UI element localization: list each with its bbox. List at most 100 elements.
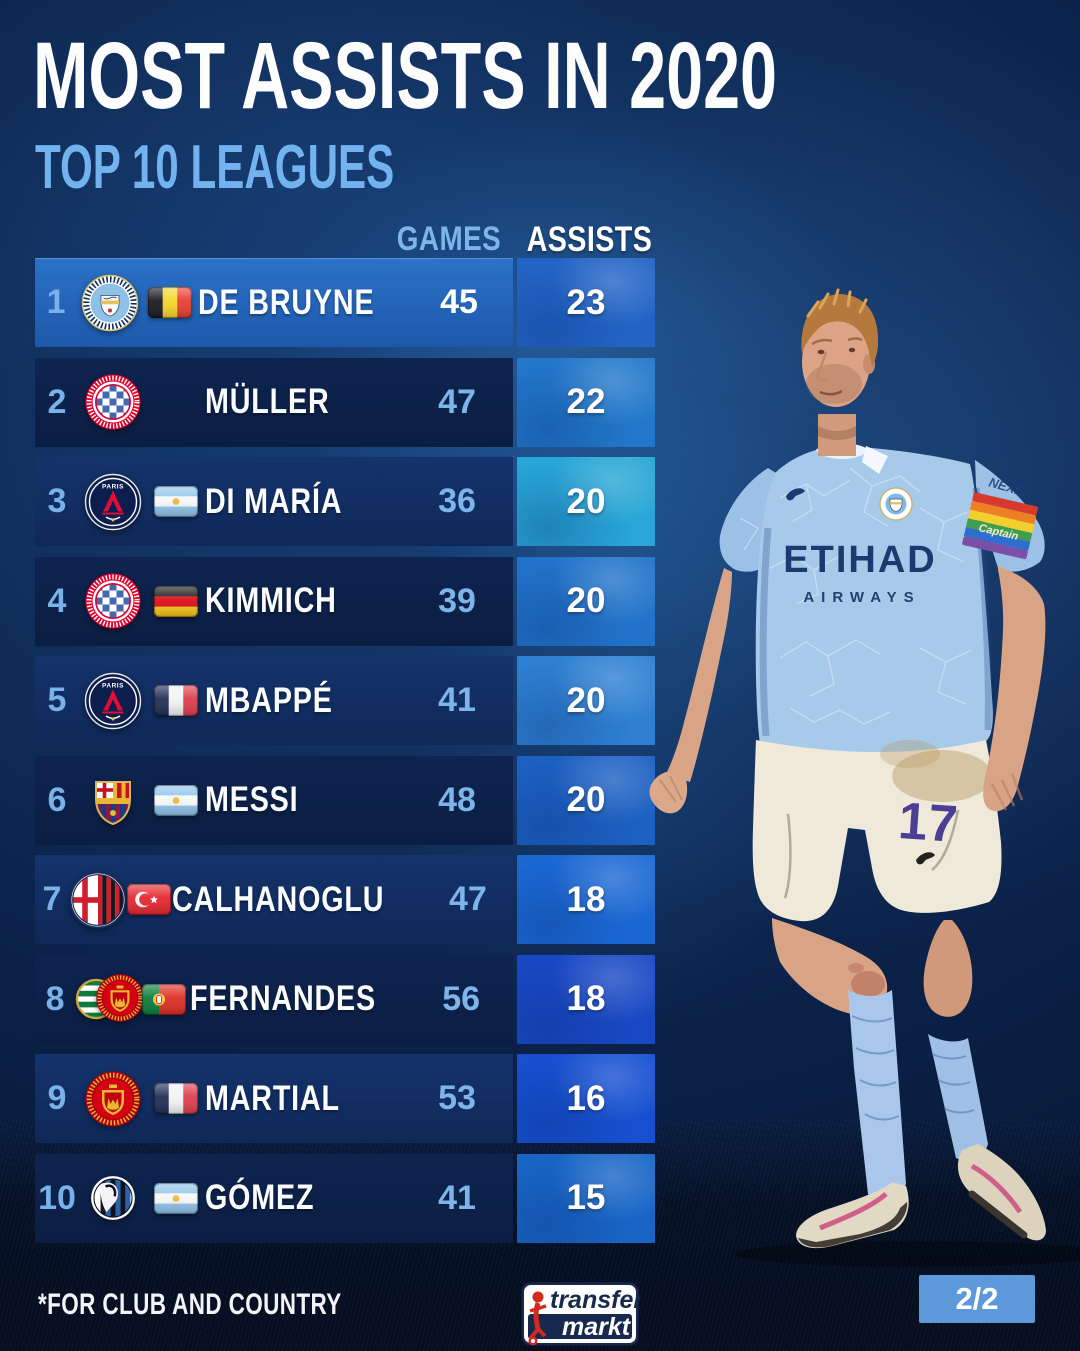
barcelona-badge-icon xyxy=(84,771,142,829)
player-photo-illustration: ETIHAD AIRWAYS NEXEN Captain xyxy=(649,288,1080,1267)
brand-bottom-text: markt xyxy=(562,1313,632,1341)
assists-value: 16 xyxy=(566,1078,606,1118)
club-badges xyxy=(79,1166,147,1230)
table-row: 2 MÜLLER 47 22 xyxy=(35,357,655,447)
rank-cell: 1 xyxy=(46,283,66,321)
shirt-sponsor-text: ETIHAD xyxy=(783,539,936,581)
page-subtitle: TOP 10 LEAGUES xyxy=(35,133,395,202)
assists-cell: 16 xyxy=(517,1054,655,1143)
table-row: 3 PARIS DI MARÍA 36 20 xyxy=(35,457,655,546)
flag-portugal-icon xyxy=(137,983,190,1015)
assists-value: 20 xyxy=(566,581,606,620)
assists-cell: 18 xyxy=(517,855,655,944)
games-value: 41 xyxy=(438,1178,476,1217)
table-row: 4 KIMMICH 39 20 xyxy=(35,556,655,646)
flag-germany-icon xyxy=(147,585,205,617)
short-number: 17 xyxy=(896,792,960,854)
table-row: 1 DE BRUYNE 45 23 xyxy=(35,258,655,347)
games-value: 53 xyxy=(438,1079,476,1117)
rainbow-captain-armband: Captain xyxy=(962,492,1038,560)
brand-top-text: transfer xyxy=(550,1286,640,1314)
assists-cell: 20 xyxy=(517,656,655,745)
assists-value: 20 xyxy=(566,780,606,819)
column-header-assists: ASSISTS xyxy=(526,220,653,259)
row-main-panel: 7 CALHANOGLU 47 xyxy=(35,855,513,944)
assists-cell: 20 xyxy=(517,457,655,546)
player-name: FERNANDES xyxy=(190,979,377,1018)
bayern-munich-badge-icon xyxy=(84,373,142,431)
flag-turkey-icon xyxy=(127,884,172,915)
club-badges xyxy=(79,569,147,633)
games-value: 41 xyxy=(438,681,476,719)
psg-badge-icon: PARIS xyxy=(84,672,142,730)
shirt-sponsor-subtext: AIRWAYS xyxy=(803,589,920,606)
assists-cell: 22 xyxy=(517,357,655,447)
table-row: 10 GÓMEZ 41 15 xyxy=(35,1153,655,1243)
page-title: MOST ASSISTS IN 2020 xyxy=(33,23,778,129)
assists-value: 22 xyxy=(566,382,606,421)
assists-cell: 18 xyxy=(517,954,655,1044)
assists-cell: 20 xyxy=(517,755,655,845)
flag-argentina-icon xyxy=(147,486,205,517)
player-name: MBAPPÉ xyxy=(205,680,333,720)
table-row: 6 MESSI 48 20 xyxy=(35,755,655,845)
table-row: 5 PARIS MBAPPÉ 41 20 xyxy=(35,656,655,745)
rank-cell: 10 xyxy=(38,1178,76,1217)
games-value: 36 xyxy=(438,482,476,520)
ac-milan-badge-icon xyxy=(69,871,127,929)
rank-cell: 9 xyxy=(47,1079,67,1117)
rank-cell: 5 xyxy=(47,681,67,719)
svg-text:PARIS: PARIS xyxy=(102,483,124,490)
svg-text:PARIS: PARIS xyxy=(102,682,124,689)
games-value: 47 xyxy=(448,880,487,918)
footnote-text: *FOR CLUB AND COUNTRY xyxy=(38,1288,342,1321)
club-badges xyxy=(75,967,144,1031)
flag-belgium-icon xyxy=(142,287,198,318)
games-value: 48 xyxy=(438,780,476,819)
rank-cell: 2 xyxy=(47,382,67,421)
row-main-panel: 6 MESSI 48 xyxy=(35,755,513,845)
row-main-panel: 2 MÜLLER 47 xyxy=(35,357,513,447)
assists-cell: 15 xyxy=(517,1153,655,1243)
atalanta-badge-icon xyxy=(89,1174,137,1222)
column-header-games: GAMES xyxy=(396,220,502,258)
games-value: 39 xyxy=(438,581,476,620)
assists-table: 1 DE BRUYNE 45 23 2 MÜLLER 47 22 3 PARIS DI MA… xyxy=(35,258,655,1253)
table-row: 7 CALHANOGLU 47 18 xyxy=(35,855,655,944)
player-name: MARTIAL xyxy=(205,1078,340,1118)
transfermarkt-logo: transfer markt xyxy=(521,1282,640,1346)
player-name: CALHANOGLU xyxy=(171,879,385,919)
rank-cell: 8 xyxy=(45,979,65,1018)
assists-value: 23 xyxy=(566,282,606,322)
rank-cell: 7 xyxy=(42,880,62,918)
club-badges xyxy=(79,1067,147,1131)
player-name: DI MARÍA xyxy=(205,481,343,521)
table-row: 8 FERNANDES 56 18 xyxy=(35,954,655,1044)
flag-france-icon xyxy=(147,685,205,716)
rank-cell: 4 xyxy=(47,581,67,620)
games-value: 47 xyxy=(438,382,476,421)
table-row: 9 MARTIAL 53 16 xyxy=(35,1054,655,1143)
club-badges xyxy=(79,768,147,832)
flag-argentina-icon xyxy=(147,784,205,816)
games-value: 56 xyxy=(442,979,481,1018)
manchester-united-badge-icon xyxy=(84,1070,142,1128)
club-badges xyxy=(69,868,127,932)
player-name: MESSI xyxy=(205,780,299,819)
assists-value: 18 xyxy=(566,879,606,919)
row-main-panel: 8 FERNANDES 56 xyxy=(35,954,513,1044)
flag-france-icon xyxy=(147,1083,205,1114)
club-badges: PARIS xyxy=(79,669,147,733)
row-main-panel: 3 PARIS DI MARÍA 36 xyxy=(35,457,513,546)
player-name: MÜLLER xyxy=(205,382,330,421)
bayern-munich-badge-icon xyxy=(84,572,142,630)
pagination-badge: 2/2 xyxy=(919,1275,1035,1323)
manchester-city-badge-icon xyxy=(81,274,139,332)
row-main-panel: 5 PARIS MBAPPÉ 41 xyxy=(35,656,513,745)
psg-badge-icon: PARIS xyxy=(84,473,142,531)
club-badges xyxy=(79,370,147,434)
rank-cell: 3 xyxy=(47,482,67,520)
player-name: KIMMICH xyxy=(205,581,337,620)
row-main-panel: 1 DE BRUYNE 45 xyxy=(35,258,513,347)
